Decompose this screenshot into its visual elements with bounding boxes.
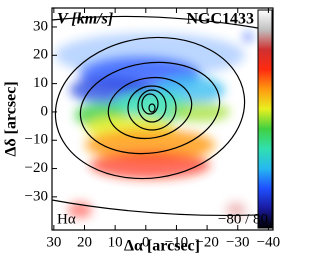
x-tick-label: 0 xyxy=(142,234,150,250)
contours xyxy=(52,15,258,217)
y-tick-label: −10 xyxy=(25,132,48,148)
y-axis-label: Δδ [arcsec] xyxy=(3,81,20,156)
quantity-label: V [km/s] xyxy=(57,11,113,28)
colorbar xyxy=(257,9,273,229)
x-tick-label: 10 xyxy=(108,234,123,250)
x-tick-label: −40 xyxy=(257,234,280,250)
x-axis-label: Δα [arcsec] xyxy=(124,238,200,255)
velocity-map xyxy=(52,15,258,218)
x-tick-label: 20 xyxy=(77,234,92,250)
x-tick-label: 30 xyxy=(46,234,61,250)
y-tick-label: 20 xyxy=(33,47,48,63)
x-tick-label: −20 xyxy=(195,234,218,250)
y-tick-label: −20 xyxy=(25,160,48,176)
y-tick-label: 0 xyxy=(41,103,49,119)
chart: V [km/s] NGC1433 Hα −80 / 80 Δα [arcsec]… xyxy=(3,7,280,255)
x-tick-label: −30 xyxy=(226,234,249,250)
plot-frame xyxy=(51,7,274,231)
line-label: Hα xyxy=(57,211,76,227)
x-tick-label: −10 xyxy=(165,234,188,250)
y-tick-label: 10 xyxy=(33,75,48,91)
y-tick-label: 30 xyxy=(33,18,48,34)
y-tick-label: −30 xyxy=(25,188,48,204)
range-label: −80 / 80 xyxy=(218,211,268,227)
object-label: NGC1433 xyxy=(186,11,254,28)
